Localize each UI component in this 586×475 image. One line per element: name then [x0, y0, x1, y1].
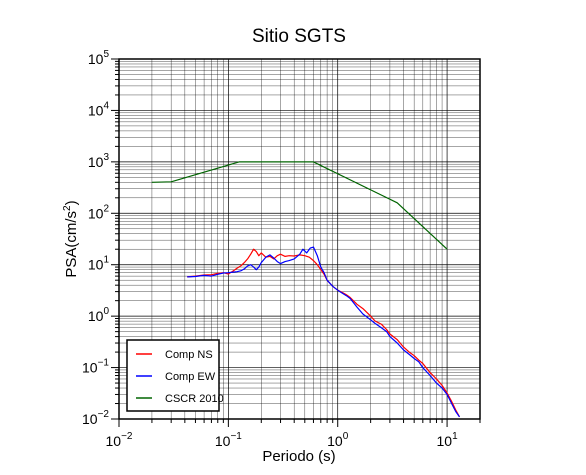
- x-tick-label: 101: [437, 431, 459, 449]
- y-axis-title-base: PSA(cm/s: [63, 211, 80, 278]
- legend-label-2: CSCR 2010: [165, 393, 224, 405]
- y-tick-label: 100: [88, 306, 110, 324]
- y-axis-title-tail: ): [63, 200, 80, 205]
- chart-title: Sitio SGTS: [252, 26, 346, 47]
- series-line-2: [151, 161, 448, 250]
- x-tick-label: 10−1: [215, 431, 242, 449]
- plot-frame: [118, 58, 481, 420]
- y-tick-label: 103: [88, 152, 110, 170]
- y-tick-label: 104: [88, 100, 110, 118]
- x-tick-label: 10−2: [106, 431, 133, 449]
- y-tick-labels: 10−2 10−1 100 101 102 103 104 105: [82, 49, 109, 427]
- ticks: [111, 58, 481, 427]
- y-tick-label: 10−1: [82, 358, 109, 376]
- series-line-0: [187, 248, 461, 418]
- x-axis-title: Periodo (s): [262, 448, 335, 465]
- y-axis-title: PSA(cm/s2): [62, 200, 80, 277]
- y-tick-label: 105: [88, 49, 110, 67]
- y-axis-title-sup: 2: [62, 205, 73, 211]
- legend-label-0: Comp NS: [165, 349, 213, 361]
- legend-label-1: Comp EW: [165, 371, 216, 383]
- y-tick-label: 10−2: [82, 409, 109, 427]
- y-tick-label: 101: [88, 255, 110, 273]
- x-tick-label: 100: [327, 431, 349, 449]
- legend: Comp NS Comp EW CSCR 2010: [126, 339, 224, 412]
- series-layer: [151, 161, 461, 418]
- x-tick-labels: 10−2 10−1 100 101: [106, 431, 459, 449]
- y-tick-label: 102: [88, 203, 110, 221]
- series-line-1: [187, 246, 460, 418]
